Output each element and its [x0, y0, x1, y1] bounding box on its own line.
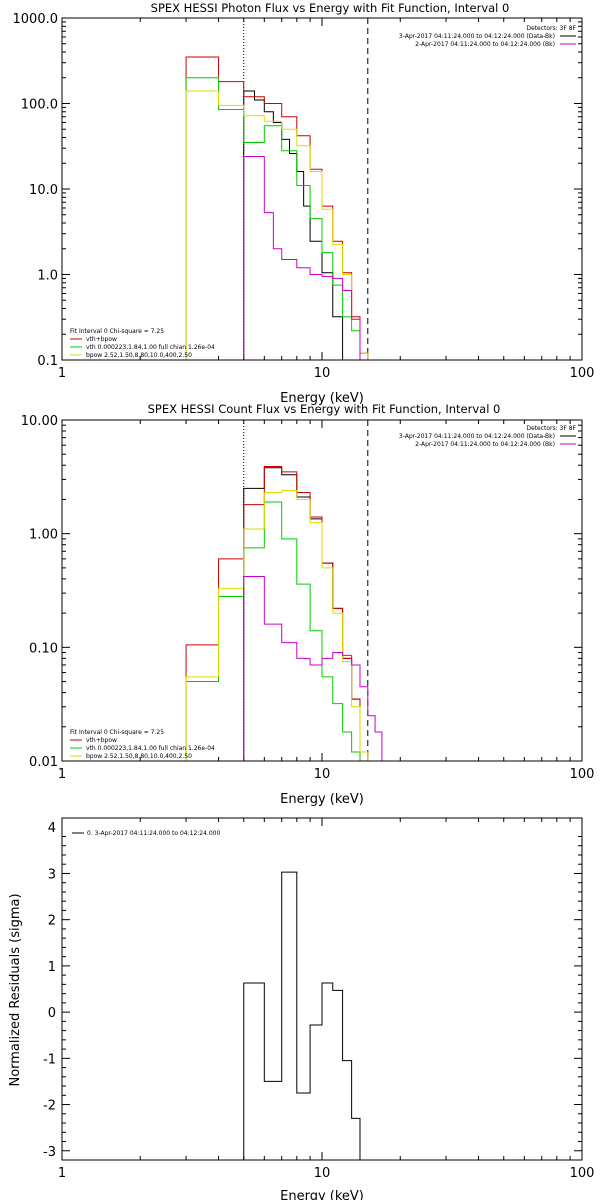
photon-flux-legend-total: vth+bpow	[86, 336, 117, 343]
photon-flux-detectors: Detectors: 3F 8F	[526, 25, 576, 32]
count-flux-legend-data-bk: 3-Apr-2017 04:11:24.000 to 04:12:24.000 …	[399, 433, 555, 440]
photon-flux-panel: SPEX HESSI Photon Flux vs Energy with Fi…	[13, 1, 595, 406]
count-flux-title: SPEX HESSI Count Flux vs Energy with Fit…	[148, 402, 501, 416]
series-1-histogram	[185, 465, 369, 761]
count-flux-legend-upper: Detectors: 3F 8F 3-Apr-2017 04:11:24.000…	[399, 425, 577, 448]
y-tick-label: 0.10	[29, 641, 58, 656]
x-tick-label: 10	[314, 366, 331, 381]
y-tick-label: 0.1	[37, 354, 58, 369]
y-tick-label: 1.00	[29, 528, 58, 543]
y-tick-label: -1	[43, 1052, 56, 1067]
series-0-histogram	[243, 871, 368, 1160]
series-3-histogram	[185, 489, 369, 761]
x-tick-label: 1	[58, 767, 66, 782]
count-flux-legend-lower: Fit Interval 0 Chi-square = 7.25 vth+bpo…	[70, 729, 215, 760]
series-4-histogram	[243, 155, 368, 360]
count-flux-legend-bpow: bpow 2.52,1.50,8.80,10.0,400,2.50	[86, 753, 192, 760]
y-tick-label: 0	[48, 1006, 56, 1021]
x-tick-label: 100	[570, 366, 595, 381]
series-3-histogram	[185, 90, 369, 360]
y-tick-label: 10.0	[29, 183, 58, 198]
y-tick-label: 1.0	[37, 269, 58, 284]
photon-flux-xlabel: Energy (keV)	[280, 391, 364, 406]
count-flux-xlabel: Energy (keV)	[280, 792, 364, 807]
y-tick-label: 100.0	[21, 98, 58, 113]
photon-flux-legend-upper: Detectors: 3F 8F 3-Apr-2017 04:11:24.000…	[399, 25, 577, 48]
x-tick-label: 1	[58, 1166, 66, 1181]
photon-flux-fit-interval: Fit Interval 0 Chi-square = 7.25	[70, 328, 164, 335]
photon-flux-legend-vth: vth 0.000223,1.84,1.00 full chian 1.26e-…	[86, 344, 215, 351]
photon-flux-plot-frame	[61, 17, 583, 361]
photon-flux-legend-bpow: bpow 2.52,1.50,8.80,10.0,400,2.50	[86, 352, 192, 359]
photon-flux-title: SPEX HESSI Photon Flux vs Energy with Fi…	[151, 1, 510, 15]
count-flux-panel: SPEX HESSI Count Flux vs Energy with Fit…	[21, 402, 595, 807]
x-tick-label: 100	[570, 1166, 595, 1181]
y-tick-label: 1000.0	[13, 12, 59, 27]
y-tick-label: -2	[43, 1099, 56, 1114]
photon-flux-legend-bk: 2-Apr-2017 04:11:24.000 to 04:12:24.000 …	[415, 41, 555, 48]
count-flux-plot-frame	[61, 419, 583, 762]
y-tick-label: -3	[43, 1145, 56, 1160]
series-1-histogram	[185, 56, 369, 360]
count-flux-plot-area: 1 10 100 0.01 0.10 1.00 10.00	[21, 414, 595, 782]
photon-flux-legend-data-bk: 3-Apr-2017 04:11:24.000 to 04:12:24.000 …	[399, 33, 555, 40]
count-flux-fit-interval: Fit Interval 0 Chi-square = 7.25	[70, 729, 164, 736]
series-4-histogram	[243, 575, 383, 761]
residuals-xlabel: Energy (keV)	[280, 1189, 364, 1200]
count-flux-legend-bk: 2-Apr-2017 04:11:24.000 to 04:12:24.000 …	[415, 441, 555, 448]
count-flux-legend-vth: vth 0.000223,1.84,1.00 full chian 1.26e-…	[86, 745, 215, 752]
x-tick-label: 100	[570, 767, 595, 782]
x-tick-label: 10	[314, 767, 331, 782]
series-0-histogram	[243, 90, 344, 360]
y-tick-label: 3	[48, 867, 56, 882]
residuals-legend: 0. 3-Apr-2017 04:11:24.000 to 04:12:24.0…	[87, 830, 220, 837]
x-tick-label: 1	[58, 366, 66, 381]
photon-flux-legend-lower: Fit Interval 0 Chi-square = 7.25 vth+bpo…	[70, 328, 215, 359]
count-flux-detectors: Detectors: 3F 8F	[526, 425, 576, 432]
x-tick-label: 10	[314, 1166, 331, 1181]
residuals-ylabel: Normalized Residuals (sigma)	[8, 893, 23, 1086]
y-tick-label: 10.00	[21, 414, 58, 429]
y-tick-label: 4	[48, 821, 56, 836]
photon-flux-plot-area: 1 10 100 0.1 1.0 10.0 100.0 1000.0	[13, 12, 595, 381]
y-tick-label: 0.01	[29, 755, 58, 770]
y-tick-label: 1	[48, 960, 56, 975]
residuals-panel: 1 10 100 -3 -2 -1 0 1 2 3 4 0. 3-Apr-2017 04:11:24…	[8, 817, 594, 1200]
residuals-plot-frame	[61, 817, 583, 1161]
series-2-histogram	[185, 501, 361, 761]
count-flux-legend-total: vth+bpow	[86, 737, 117, 744]
y-tick-label: 2	[48, 914, 56, 929]
residuals-plot-area: 1 10 100 -3 -2 -1 0 1 2 3 4	[43, 818, 594, 1181]
